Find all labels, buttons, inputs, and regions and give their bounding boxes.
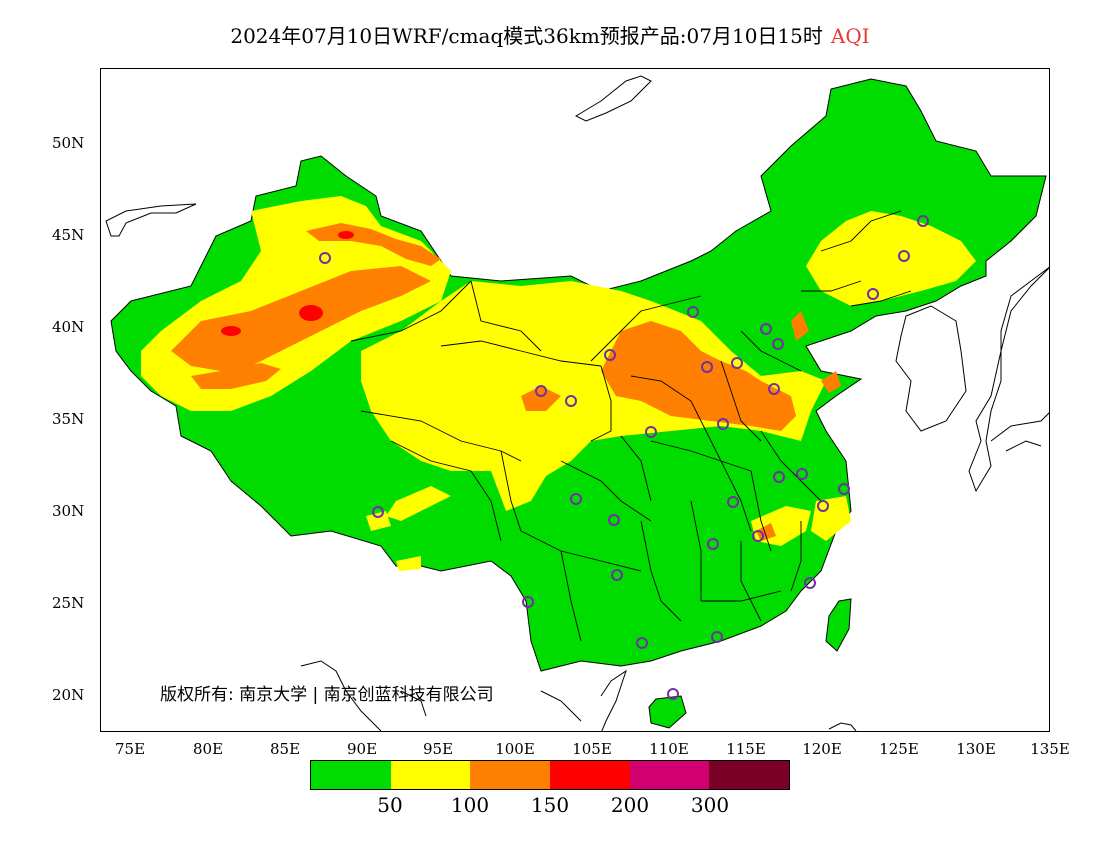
map-frame[interactable] (100, 68, 1050, 732)
colorbar-seg-5 (709, 761, 790, 789)
lon-label-90e: 90E (346, 740, 378, 758)
aqi-orange-shanxi (601, 321, 796, 431)
aqi-red-hotspot-b (299, 305, 323, 321)
aqi-orange-shandong (821, 371, 841, 393)
station-marker (565, 395, 577, 407)
japan-south-outline (990, 412, 1049, 452)
lat-label-30n: 30N (52, 502, 85, 520)
aqi-orange-bohai (791, 311, 809, 341)
lat-label-45n: 45N (52, 226, 85, 244)
station-marker (867, 288, 879, 300)
colorbar-seg-4 (629, 761, 710, 789)
station-marker (717, 418, 729, 430)
station-marker (636, 637, 648, 649)
aqi-yellow-tibet-sw (366, 511, 391, 531)
lon-label-125e: 125E (879, 740, 919, 758)
lon-label-130e: 130E (956, 740, 996, 758)
lon-label-135e: 135E (1030, 740, 1070, 758)
map-title: 2024年07月10日WRF/cmaq模式36km预报产品:07月10日15时 A… (0, 20, 1100, 49)
balkhash-outline (105, 203, 197, 237)
lon-label-100e: 100E (495, 740, 535, 758)
lat-label-50n: 50N (52, 134, 85, 152)
station-marker (773, 471, 785, 483)
station-marker (608, 514, 620, 526)
province-boundaries (350, 210, 912, 642)
station-marker (760, 323, 772, 335)
colorbar-label-50: 50 (377, 793, 403, 817)
station-marker (372, 506, 384, 518)
colorbar-label-150: 150 (530, 793, 570, 817)
colorbar-seg-2 (470, 761, 551, 789)
station-marker (611, 569, 623, 581)
aqi-map (105, 75, 1049, 731)
aqi-red-hotspot-c (338, 231, 354, 239)
colorbar-seg-0 (311, 761, 391, 789)
aqi-orange-xinjiang-a (171, 266, 431, 371)
japan-outline (968, 266, 1049, 493)
aqi-yellow-plateau (361, 281, 826, 511)
lat-label-35n: 35N (52, 410, 85, 428)
aqi-orange-jiangxi (756, 523, 776, 541)
station-marker (817, 500, 829, 512)
title-text: 2024年07月10日WRF/cmaq模式36km预报产品:07月10日15时 (230, 24, 823, 48)
lon-label-110e: 110E (649, 740, 689, 758)
aqi-colorbar (310, 760, 790, 790)
station-markers (319, 215, 929, 700)
aqi-orange-xinjiang-b (191, 363, 281, 389)
station-marker (898, 250, 910, 262)
taiwan-land (825, 598, 852, 652)
station-marker (768, 383, 780, 395)
lat-label-20n: 20N (52, 686, 85, 704)
station-marker (667, 688, 679, 700)
station-marker (804, 577, 816, 589)
station-marker (687, 306, 699, 318)
korea-outline (895, 305, 967, 432)
lon-label-120e: 120E (802, 740, 842, 758)
indochina-outline (540, 669, 627, 731)
bay-of-bengal-outline (300, 660, 427, 731)
station-marker (917, 215, 929, 227)
station-marker (319, 252, 331, 264)
station-marker (711, 631, 723, 643)
hainan-land (648, 695, 687, 729)
aqi-yellow-zhejiang (811, 496, 851, 541)
station-marker (727, 496, 739, 508)
colorbar-label-200: 200 (610, 793, 650, 817)
station-marker (535, 385, 547, 397)
station-marker (701, 361, 713, 373)
lat-label-40n: 40N (52, 318, 85, 336)
colorbar-seg-1 (390, 761, 471, 789)
colorbar-seg-3 (550, 761, 630, 789)
lon-label-95e: 95E (422, 740, 454, 758)
philippines-outline (828, 722, 857, 731)
lon-label-80e: 80E (192, 740, 224, 758)
station-marker (796, 468, 808, 480)
aqi-orange-gansu (521, 386, 561, 411)
lon-label-85e: 85E (269, 740, 301, 758)
lake-outline (574, 75, 652, 122)
station-marker (645, 426, 657, 438)
station-marker (752, 530, 764, 542)
station-marker (838, 483, 850, 495)
copyright-text: 版权所有: 南京大学 | 南京创蓝科技有限公司 (160, 685, 494, 705)
lon-label-105e: 105E (572, 740, 612, 758)
colorbar-label-100: 100 (450, 793, 490, 817)
station-marker (731, 357, 743, 369)
aqi-yellow-northeast (806, 211, 976, 306)
station-marker (604, 349, 616, 361)
aqi-red-hotspot-a (221, 326, 241, 336)
lon-label-75e: 75E (114, 740, 146, 758)
station-marker (707, 538, 719, 550)
lat-label-25n: 25N (52, 594, 85, 612)
station-marker (772, 338, 784, 350)
lon-label-115e: 115E (726, 740, 766, 758)
colorbar-label-300: 300 (690, 793, 730, 817)
variable-label: AQI (830, 24, 870, 48)
aqi-yellow-tibet (386, 486, 451, 521)
station-marker (570, 493, 582, 505)
station-marker (522, 596, 534, 608)
aqi-yellow-south-tibet (396, 556, 421, 571)
